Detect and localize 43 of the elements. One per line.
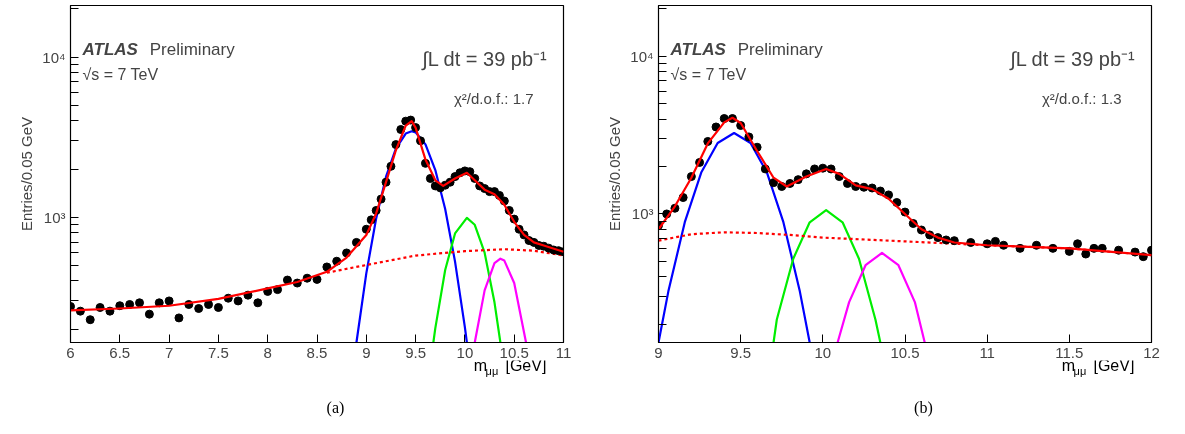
point — [1073, 239, 1083, 249]
y-tick-label: 10⁴ — [630, 47, 654, 65]
annotation: ATLAS Preliminary — [669, 39, 824, 59]
x-tick-label: 11.5 — [1055, 343, 1084, 361]
y-tick-label: 10⁴ — [42, 48, 66, 66]
annotation: √s = 7 TeV — [82, 65, 159, 83]
point — [990, 236, 1000, 246]
text: (b) — [914, 399, 933, 417]
x-tick-label: 6 — [66, 343, 75, 361]
y-axis-title: Entries/0.05 GeV — [18, 116, 36, 232]
point — [769, 178, 779, 188]
x-tick-label: 12 — [1143, 343, 1160, 361]
y-axis-title: Entries/0.05 GeV — [606, 116, 624, 232]
x-tick-label: 6.5 — [109, 343, 131, 361]
annotation: ATLAS Preliminary — [81, 39, 236, 59]
x-tick-label: 9 — [654, 343, 663, 361]
point — [1081, 249, 1091, 259]
x-tick-label: 9 — [362, 343, 371, 361]
x-tick-label: 7.5 — [207, 343, 229, 361]
annotation: χ²/d.o.f.: 1.3 — [1041, 89, 1122, 107]
x-tick-label: 9.5 — [405, 343, 427, 361]
x-tick-label: 9.5 — [730, 343, 752, 361]
x-tick-label: 10 — [814, 343, 832, 361]
line-series — [772, 209, 882, 343]
annotation: √s = 7 TeV — [670, 65, 747, 83]
x-tick-label: 7 — [164, 343, 174, 361]
annotation: χ²/d.o.f.: 1.7 — [453, 89, 534, 107]
line-series — [836, 251, 926, 343]
line-series — [432, 216, 502, 343]
x-tick-label: 11 — [979, 343, 995, 361]
text: (a) — [326, 399, 345, 417]
x-tick-label: 10 — [456, 343, 474, 361]
y-tick-label: 10³ — [43, 208, 66, 226]
annotation: ∫L dt = 39 pb⁻¹ — [421, 47, 548, 71]
line-series — [658, 131, 811, 343]
annotation: ∫L dt = 39 pb⁻¹ — [1009, 47, 1136, 71]
line-series — [473, 257, 528, 343]
x-tick-label: 8 — [263, 343, 272, 361]
x-tick-label: 10.5 — [499, 343, 529, 361]
x-tick-label: 8.5 — [306, 343, 328, 361]
y-tick-label: 10³ — [631, 205, 654, 223]
x-tick-label: 11 — [555, 343, 572, 361]
x-tick-label: 10.5 — [890, 343, 920, 361]
